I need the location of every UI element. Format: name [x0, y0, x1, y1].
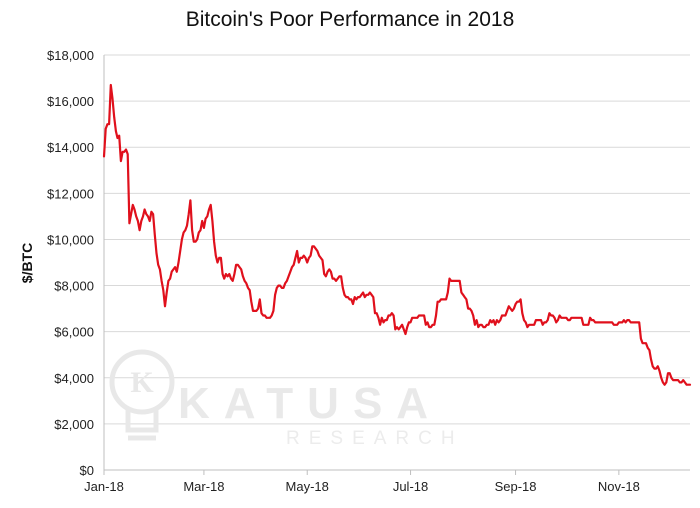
- x-tick-label: Nov-18: [598, 479, 640, 494]
- y-tick-label: $18,000: [47, 48, 94, 63]
- y-tick-label: $10,000: [47, 232, 94, 247]
- lightbulb-icon: [109, 349, 175, 441]
- y-tick-label: $14,000: [47, 140, 94, 155]
- chart-title: Bitcoin's Poor Performance in 2018: [185, 8, 515, 31]
- x-tick-label: May-18: [286, 479, 329, 494]
- series: [102, 83, 692, 386]
- x-axis-tick-labels: Jan-18 Mar-18 May-18 Jul-18 Sep-18 Nov-18: [84, 479, 640, 494]
- x-tick-label: Mar-18: [183, 479, 224, 494]
- y-tick-label: $16,000: [47, 94, 94, 109]
- watermark: K KATUSA RESEARCH: [109, 349, 464, 449]
- watermark-tagline: RESEARCH: [286, 428, 464, 449]
- x-tick-label: Jan-18: [84, 479, 124, 494]
- series-line: [102, 83, 692, 386]
- y-tick-label: $12,000: [47, 186, 94, 201]
- gridlines: [104, 54, 690, 425]
- y-tick-label: $4,000: [54, 371, 94, 386]
- y-tick-label: $8,000: [54, 279, 94, 294]
- axes: [103, 55, 690, 475]
- y-tick-label: $0: [80, 463, 94, 478]
- y-axis-label: $/BTC: [19, 243, 35, 283]
- y-tick-label: $6,000: [54, 325, 94, 340]
- x-tick-label: Sep-18: [495, 479, 537, 494]
- y-tick-label: $2,000: [54, 417, 94, 432]
- watermark-logo-letter: K: [130, 366, 154, 399]
- watermark-brand: KATUSA: [178, 379, 442, 428]
- y-axis-tick-labels: $0 $2,000 $4,000 $6,000 $8,000 $10,000 $12,000…: [47, 48, 94, 478]
- x-tick-label: Jul-18: [393, 479, 428, 494]
